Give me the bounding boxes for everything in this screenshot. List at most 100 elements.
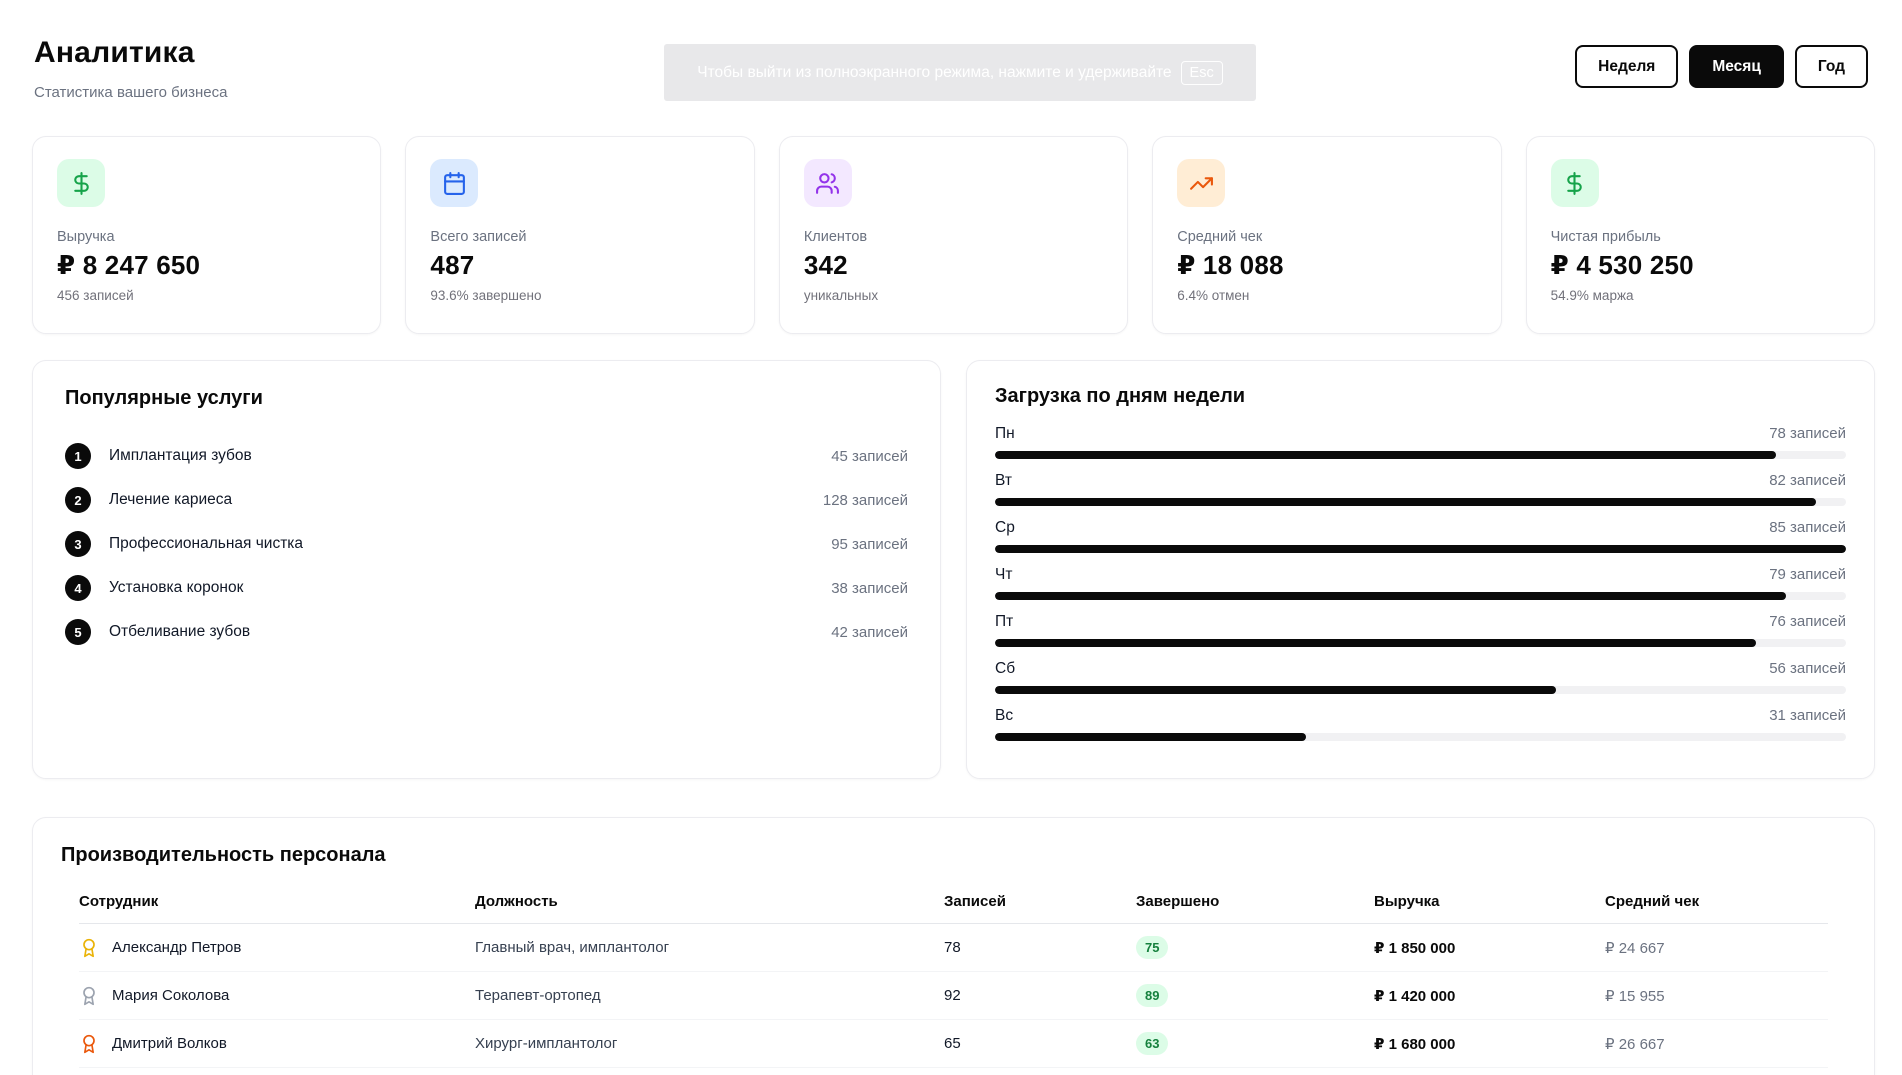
esc-key-hint: Esc — [1180, 60, 1223, 85]
column-header-revenue: Выручка — [1374, 893, 1440, 910]
day-count: 79 записей — [1769, 566, 1846, 583]
day-row: Вт 82 записей — [995, 472, 1846, 506]
trending-up-icon — [1177, 159, 1226, 207]
bar-track — [995, 498, 1846, 506]
staff-performance-panel: Производительность персонала Сотрудник Д… — [32, 817, 1875, 1075]
stat-subtext: 54.9% маржа — [1550, 288, 1634, 303]
fullscreen-exit-toast: Чтобы выйти из полноэкранного режима, на… — [664, 44, 1256, 101]
stat-card-average-check: Средний чек ₽ 18 088 6.4% отмен — [1152, 136, 1502, 334]
day-count: 76 записей — [1769, 613, 1846, 630]
service-name: Имплантация зубов — [109, 447, 252, 464]
day-count: 82 записей — [1769, 472, 1846, 489]
period-button-week[interactable]: Неделя — [1575, 45, 1679, 88]
period-button-month[interactable]: Месяц — [1689, 45, 1784, 88]
stat-card-revenue: Выручка ₽ 8 247 650 456 записей — [32, 136, 382, 334]
weekly-load-title: Загрузка по дням недели — [995, 385, 1246, 407]
stat-card-total-records: Всего записей 487 93.6% завершено — [405, 136, 755, 334]
employee-name: Мария Соколова — [112, 987, 230, 1004]
page-header: Аналитика Статистика вашего бизнеса Чтоб… — [32, 0, 1875, 136]
service-name: Лечение кариеса — [109, 491, 233, 508]
employee-name: Дмитрий Волков — [112, 1035, 227, 1052]
employee-revenue: ₽ 1 680 000 — [1374, 1035, 1456, 1053]
stat-subtext: 456 записей — [57, 288, 134, 303]
weekly-load-panel: Загрузка по дням недели Пн 78 записей — [966, 360, 1875, 779]
service-count: 42 записей — [831, 623, 908, 641]
employee-role: Главный врач, имплантолог — [475, 939, 670, 956]
dollar-icon — [1550, 159, 1599, 207]
employee-revenue: ₽ 1 420 000 — [1374, 987, 1456, 1005]
service-count: 128 записей — [822, 491, 908, 509]
stat-label: Клиентов — [803, 229, 868, 245]
bar-track — [995, 639, 1846, 647]
day-label: Пт — [995, 613, 1014, 630]
table-row: Александр Петров Главный врач, имплантол… — [79, 924, 1828, 972]
page-subtitle: Статистика вашего бизнеса — [34, 84, 228, 101]
day-row: Вс 31 записей — [995, 707, 1846, 741]
bar-fill — [995, 733, 1306, 741]
dollar-icon — [57, 159, 105, 207]
service-row: 3 Профессиональная чистка 95 записей — [65, 522, 908, 566]
medal-icon — [83, 986, 95, 1005]
bar-track — [995, 686, 1846, 694]
records-count: 65 — [944, 1035, 961, 1052]
popular-services-panel: Популярные услуги 1 Имплантация зубов 45… — [32, 360, 941, 779]
day-row: Сб 56 записей — [995, 660, 1846, 694]
day-row: Чт 79 записей — [995, 566, 1846, 600]
completed-badge: 63 — [1136, 1032, 1169, 1055]
calendar-icon — [430, 159, 479, 207]
stat-card-net-profit: Чистая прибыль ₽ 4 530 250 54.9% маржа — [1525, 136, 1876, 334]
bar-fill — [995, 498, 1817, 506]
employee-role: Терапевт-ортопед — [475, 987, 601, 1004]
medal-icon — [83, 1034, 95, 1053]
day-row: Ср 85 записей — [995, 519, 1846, 553]
service-row: 5 Отбеливание зубов 42 записей — [65, 610, 908, 654]
column-header-role: Должность — [475, 893, 558, 910]
employee-avg-check: ₽ 24 667 — [1605, 939, 1665, 957]
staff-performance-title: Производительность персонала — [61, 844, 386, 866]
medal-icon — [83, 938, 95, 957]
rank-badge: 2 — [65, 487, 91, 513]
bar-fill — [995, 451, 1777, 459]
stat-value: 342 — [803, 250, 848, 280]
rank-badge: 4 — [65, 575, 91, 601]
employee-revenue: ₽ 1 850 000 — [1374, 939, 1456, 957]
period-button-year[interactable]: Год — [1794, 45, 1868, 88]
staff-table-body: Александр Петров Главный врач, имплантол… — [79, 924, 1828, 1068]
rank-badge: 1 — [65, 443, 91, 469]
employee-name: Александр Петров — [112, 939, 242, 956]
rank-badge: 5 — [65, 619, 91, 645]
day-label: Сб — [995, 660, 1016, 677]
records-count: 78 — [944, 939, 961, 956]
bar-fill — [995, 686, 1556, 694]
stat-card-clients: Клиентов 342 уникальных — [778, 136, 1129, 334]
day-label: Вт — [995, 472, 1012, 489]
column-header-completed: Завершено — [1136, 893, 1220, 910]
stat-value: ₽ 18 088 — [1177, 250, 1284, 280]
day-label: Чт — [995, 566, 1013, 583]
service-row: 1 Имплантация зубов 45 записей — [65, 434, 908, 478]
table-row: Мария Соколова Терапевт-ортопед 92 89 ₽ … — [79, 972, 1828, 1020]
service-count: 95 записей — [831, 535, 908, 553]
bar-track — [995, 451, 1846, 459]
day-label: Ср — [995, 519, 1015, 536]
stat-subtext: уникальных — [803, 288, 879, 303]
service-name: Профессиональная чистка — [109, 535, 304, 552]
employee-role: Хирург-имплантолог — [475, 1035, 618, 1052]
service-count: 45 записей — [831, 447, 908, 465]
users-icon — [803, 159, 852, 207]
weekly-load-chart: Пн 78 записей Вт 82 записей — [995, 425, 1846, 741]
bar-track — [995, 733, 1846, 741]
employee-avg-check: ₽ 15 955 — [1605, 987, 1665, 1005]
records-count: 92 — [944, 987, 961, 1004]
day-label: Пн — [995, 425, 1015, 442]
stat-value: ₽ 8 247 650 — [57, 250, 201, 280]
bar-track — [995, 592, 1846, 600]
stat-label: Чистая прибыль — [1550, 229, 1661, 245]
page-title: Аналитика — [34, 36, 195, 69]
completed-badge: 89 — [1136, 984, 1169, 1007]
stat-label: Выручка — [57, 229, 115, 245]
day-row: Пн 78 записей — [995, 425, 1846, 459]
stat-subtext: 93.6% завершено — [430, 288, 542, 303]
popular-services-list: 1 Имплантация зубов 45 записей 2 Лечение… — [65, 434, 908, 654]
